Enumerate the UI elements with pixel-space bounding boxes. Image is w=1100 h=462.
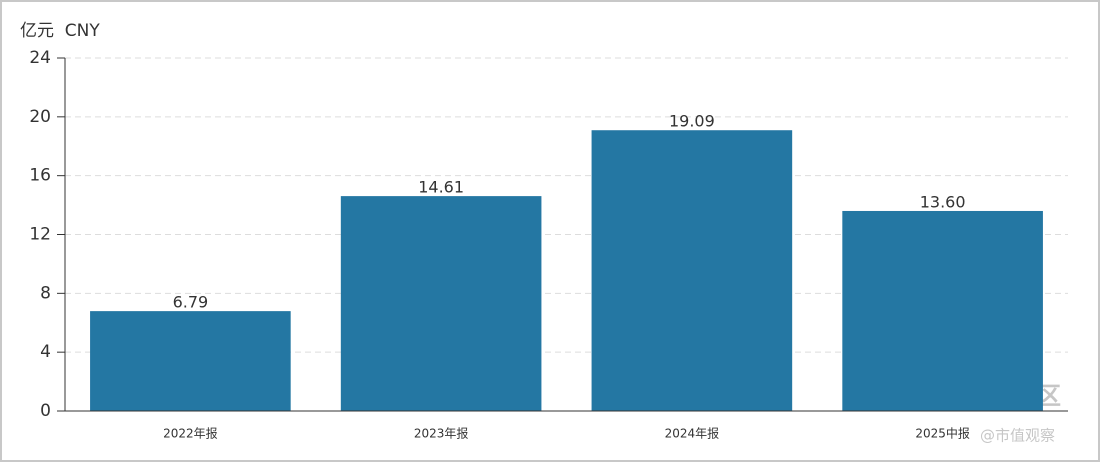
bar xyxy=(90,311,291,411)
y-axis-label: 亿元 CNY xyxy=(20,21,100,41)
value-label: 14.61 xyxy=(418,178,464,197)
x-tick-label: 2022年报 xyxy=(163,426,218,441)
bar xyxy=(842,210,1043,411)
y-tick-label: 12 xyxy=(29,225,51,245)
bar xyxy=(591,130,793,412)
y-tick-label: 16 xyxy=(29,166,51,186)
x-tick-label: 2025中报 xyxy=(915,426,970,441)
y-tick-label: 4 xyxy=(40,342,51,362)
x-tick-label: 2024年报 xyxy=(665,426,720,441)
bar xyxy=(340,196,542,411)
x-tick-label: 2023年报 xyxy=(414,426,469,441)
y-tick-label: 24 xyxy=(29,48,51,68)
watermark-source: @市值观察 xyxy=(980,427,1055,445)
value-label: 13.60 xyxy=(920,192,966,211)
value-label: 19.09 xyxy=(669,112,715,131)
y-tick-label: 20 xyxy=(29,107,51,127)
y-tick-label: 8 xyxy=(40,283,51,303)
value-label: 6.79 xyxy=(173,293,209,312)
y-tick-label: 0 xyxy=(40,401,51,421)
